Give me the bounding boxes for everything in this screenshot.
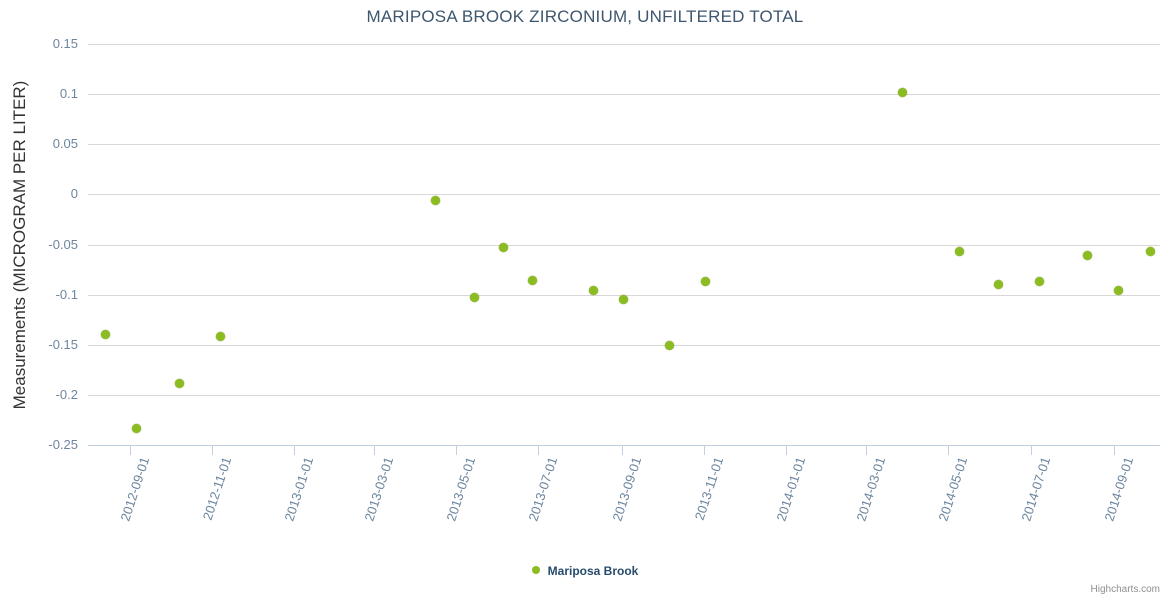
x-axis-tick — [538, 446, 540, 455]
legend-marker-icon — [531, 565, 540, 574]
data-point[interactable] — [618, 295, 628, 305]
gridline — [88, 394, 1160, 396]
data-point[interactable] — [1082, 251, 1092, 261]
y-axis-tick-label: 0.05 — [52, 136, 78, 152]
x-axis-tick — [1030, 446, 1032, 455]
x-axis-tick — [294, 446, 296, 455]
data-point[interactable] — [431, 195, 441, 205]
data-point[interactable] — [101, 330, 111, 340]
gridline — [88, 44, 1160, 45]
legend-item-mariposa-brook[interactable]: Mariposa Brook — [531, 563, 639, 578]
data-point[interactable] — [132, 424, 142, 434]
y-axis-tick-labels: 0.15 0.1 0.05 0 -0.05 -0.1 -0.15 -0.2 -0.25 — [0, 0, 78, 600]
x-axis-tick — [704, 446, 706, 455]
gridline — [88, 344, 1160, 346]
x-axis-tick-label: 2013-05-01 — [443, 455, 479, 523]
y-axis-tick-label: 0.15 — [52, 36, 78, 51]
data-point[interactable] — [1113, 286, 1123, 296]
data-point[interactable] — [498, 243, 508, 252]
x-axis-tick-label: 2014-09-01 — [1101, 455, 1137, 523]
x-axis-tick — [948, 446, 950, 455]
y-axis-tick-label: -0.2 — [55, 386, 78, 402]
data-point[interactable] — [1146, 247, 1156, 257]
x-axis-tick-label: 2014-07-01 — [1017, 455, 1053, 523]
x-axis-tick — [1114, 446, 1116, 455]
data-point[interactable] — [215, 332, 225, 342]
y-axis-tick-label: -0.25 — [48, 437, 78, 452]
x-axis-tick — [866, 446, 868, 455]
data-point[interactable] — [897, 87, 907, 97]
data-point[interactable] — [528, 276, 538, 286]
chart-legend: Mariposa Brook — [0, 563, 1170, 578]
x-axis-tick-label: 2012-09-01 — [117, 455, 153, 523]
data-point[interactable] — [589, 286, 599, 296]
data-point[interactable] — [993, 280, 1003, 290]
x-axis-tick-label: 2013-11-01 — [691, 455, 727, 522]
x-axis-tick-label: 2013-07-01 — [525, 455, 561, 523]
x-axis-tick — [212, 446, 214, 455]
x-axis-tick-label: 2013-03-01 — [361, 455, 397, 523]
x-axis-tick-label: 2014-05-01 — [935, 455, 971, 523]
x-axis-tick-label: 2014-03-01 — [853, 455, 889, 523]
x-axis-tick-label: 2013-09-01 — [609, 455, 645, 523]
x-axis-tick-label: 2013-01-01 — [281, 455, 317, 523]
plot-area — [88, 44, 1160, 446]
x-axis-tick — [786, 446, 788, 455]
data-point[interactable] — [954, 247, 964, 257]
y-axis-tick-label: 0 — [70, 186, 78, 202]
gridline — [88, 194, 1160, 196]
legend-item-label: Mariposa Brook — [547, 563, 639, 578]
data-point[interactable] — [664, 341, 674, 351]
data-point[interactable] — [175, 379, 185, 389]
x-axis-tick-label: 2014-01-01 — [773, 455, 809, 523]
y-axis-tick-label: -0.15 — [48, 336, 78, 352]
y-axis-tick-label: -0.1 — [55, 286, 78, 302]
gridline — [88, 244, 1160, 246]
x-axis-tick — [373, 446, 375, 455]
gridline — [88, 144, 1160, 146]
data-point[interactable] — [1035, 277, 1045, 287]
x-axis-tick — [456, 446, 458, 455]
x-axis-tick — [129, 446, 131, 455]
x-axis-tick — [621, 446, 623, 455]
data-point[interactable] — [701, 277, 711, 287]
y-axis-tick-label: 0.1 — [59, 86, 78, 102]
y-axis-tick-label: -0.05 — [48, 236, 78, 252]
x-axis-line — [88, 445, 1160, 446]
data-point[interactable] — [470, 293, 480, 303]
chart-title: MARIPOSA BROOK ZIRCONIUM, UNFILTERED TOT… — [366, 7, 804, 26]
x-axis-tick-label: 2012-11-01 — [199, 455, 235, 522]
highcharts-credits[interactable]: Highcharts.com — [1090, 584, 1160, 595]
gridline — [88, 94, 1160, 96]
